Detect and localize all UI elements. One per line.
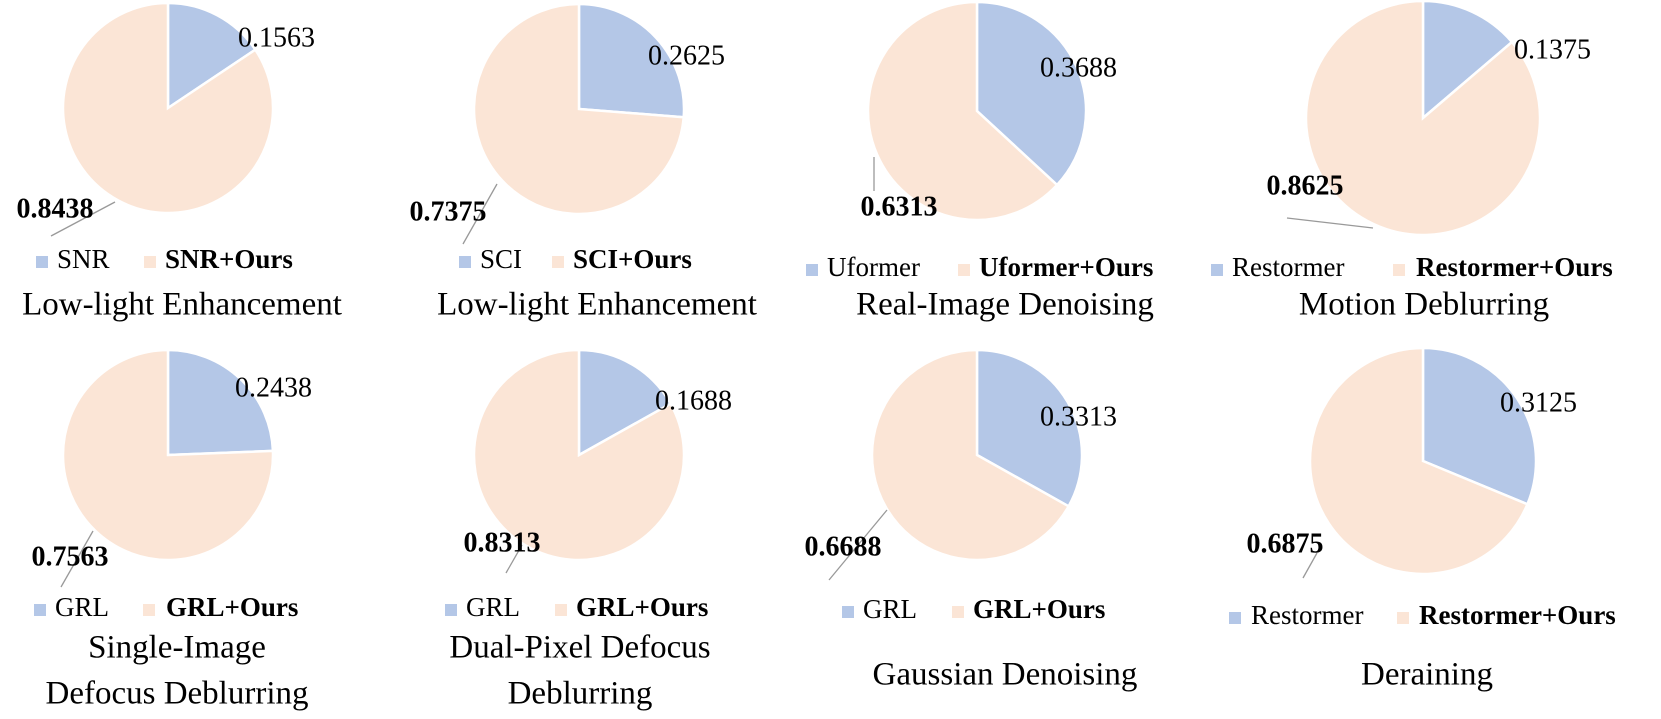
panel-caption: Defocus Deblurring	[45, 676, 308, 712]
baseline-value-label: 0.2625	[648, 40, 725, 71]
pie-panel: 0.1688 0.8313 GRL GRL+Ours Dual-Pixel Defocu…	[445, 348, 732, 712]
panel-caption: Single-Image	[88, 630, 266, 666]
panel-caption: Low-light Enhancement	[22, 287, 342, 323]
legend-label-baseline: GRL	[466, 592, 520, 622]
ours-slice	[472, 348, 686, 562]
legend-swatch-baseline	[842, 606, 854, 618]
legend-label-baseline: GRL	[55, 592, 109, 622]
ours-slice	[61, 348, 275, 562]
legend-swatch-ours	[552, 256, 564, 268]
ours-value-label: 0.7563	[32, 541, 109, 572]
legend-label-baseline: Restormer	[1232, 252, 1344, 282]
leader-line	[1302, 552, 1318, 579]
baseline-value-label: 0.1375	[1514, 34, 1591, 65]
ours-slice	[1304, 0, 1542, 237]
ours-slice	[61, 1, 275, 215]
panel-caption: Motion Deblurring	[1299, 287, 1549, 323]
ours-value-label: 0.6875	[1247, 528, 1324, 559]
baseline-value-label: 0.1688	[655, 385, 732, 416]
ours-slice	[472, 2, 686, 216]
pie-panel: 0.1563 0.8438 SNR SNR+Ours Low-light Enhance…	[17, 1, 342, 323]
legend-swatch-ours	[555, 604, 567, 616]
panel-caption: Gaussian Denoising	[873, 657, 1138, 693]
baseline-slice	[166, 348, 275, 457]
legend-swatch-baseline	[36, 256, 48, 268]
legend-swatch-ours	[1393, 264, 1405, 276]
legend-label-ours: Restormer+Ours	[1416, 252, 1613, 282]
legend-label-ours: SNR+Ours	[165, 244, 293, 274]
ours-slice	[870, 348, 1071, 562]
pie-panel: 0.3313 0.6688 GRL GRL+Ours Gaussian Denoisin…	[805, 348, 1138, 693]
legend-swatch-baseline	[1211, 264, 1223, 276]
legend-swatch-ours	[958, 264, 970, 276]
baseline-slice	[975, 0, 1088, 187]
leader-line	[1286, 217, 1374, 229]
baseline-value-label: 0.3125	[1500, 387, 1577, 418]
baseline-value-label: 0.3313	[1040, 401, 1117, 432]
pie-panel: 0.2625 0.7375 SCI SCI+Ours Low-light Enhance…	[410, 2, 757, 323]
leader-line	[505, 544, 523, 574]
panel-caption: Real-Image Denoising	[856, 287, 1154, 323]
pie-panel: 0.3688 0.6313 Uformer Uformer+Ours Real-Imag…	[806, 0, 1154, 323]
legend-swatch-baseline	[1229, 612, 1241, 624]
ours-value-label: 0.7375	[410, 196, 487, 227]
legend-swatch-ours	[952, 606, 964, 618]
baseline-value-label: 0.2438	[235, 372, 312, 403]
panel-caption: Deraining	[1361, 657, 1493, 693]
ours-value-label: 0.8625	[1267, 170, 1344, 201]
baseline-slice	[577, 2, 686, 119]
legend-label-ours: SCI+Ours	[573, 244, 692, 274]
legend-swatch-ours	[1397, 612, 1409, 624]
ours-value-label: 0.6313	[861, 191, 938, 222]
leader-line	[462, 183, 498, 245]
legend-label-ours: GRL+Ours	[166, 592, 298, 622]
baseline-value-label: 0.3688	[1040, 52, 1117, 83]
baseline-value-label: 0.1563	[238, 22, 315, 53]
legend-label-baseline: GRL	[863, 594, 917, 624]
legend-label-ours: GRL+Ours	[576, 592, 708, 622]
legend-swatch-baseline	[445, 604, 457, 616]
panel-caption: Deblurring	[508, 676, 653, 712]
legend-swatch-ours	[144, 256, 156, 268]
pie-panel: 0.1375 0.8625 Restormer Restormer+Ours Motio…	[1211, 0, 1613, 323]
leader-line	[50, 201, 116, 237]
legend-label-ours: Uformer+Ours	[979, 252, 1153, 282]
ours-slice	[1308, 346, 1530, 576]
baseline-slice	[166, 1, 258, 111]
legend-label-baseline: SNR	[57, 244, 110, 274]
baseline-slice	[975, 348, 1084, 509]
legend-label-baseline: Restormer	[1251, 600, 1363, 630]
baseline-slice	[1421, 0, 1514, 121]
panel-caption: Low-light Enhancement	[437, 287, 757, 323]
legend-swatch-baseline	[34, 604, 46, 616]
legend-label-ours: Restormer+Ours	[1419, 600, 1616, 630]
legend-swatch-ours	[143, 604, 155, 616]
legend-label-baseline: SCI	[480, 244, 522, 274]
leader-line	[60, 530, 94, 588]
pie-panel: 0.2438 0.7563 GRL GRL+Ours Single-Image Defoc…	[32, 348, 312, 712]
ours-value-label: 0.8438	[17, 193, 94, 224]
panel-caption: Dual-Pixel Defocus	[449, 630, 710, 666]
baseline-slice	[577, 348, 673, 458]
legend-label-baseline: Uformer	[827, 252, 920, 282]
legend-swatch-baseline	[459, 256, 471, 268]
legend-swatch-baseline	[806, 264, 818, 276]
legend-label-ours: GRL+Ours	[973, 594, 1105, 624]
ours-value-label: 0.6688	[805, 531, 882, 562]
pie-panel: 0.3125 0.6875 Restormer Restormer+Ours Derai…	[1229, 346, 1616, 693]
baseline-slice	[1421, 346, 1538, 506]
leader-line	[828, 509, 888, 581]
ours-slice	[866, 0, 1059, 222]
ours-value-label: 0.8313	[464, 527, 541, 558]
